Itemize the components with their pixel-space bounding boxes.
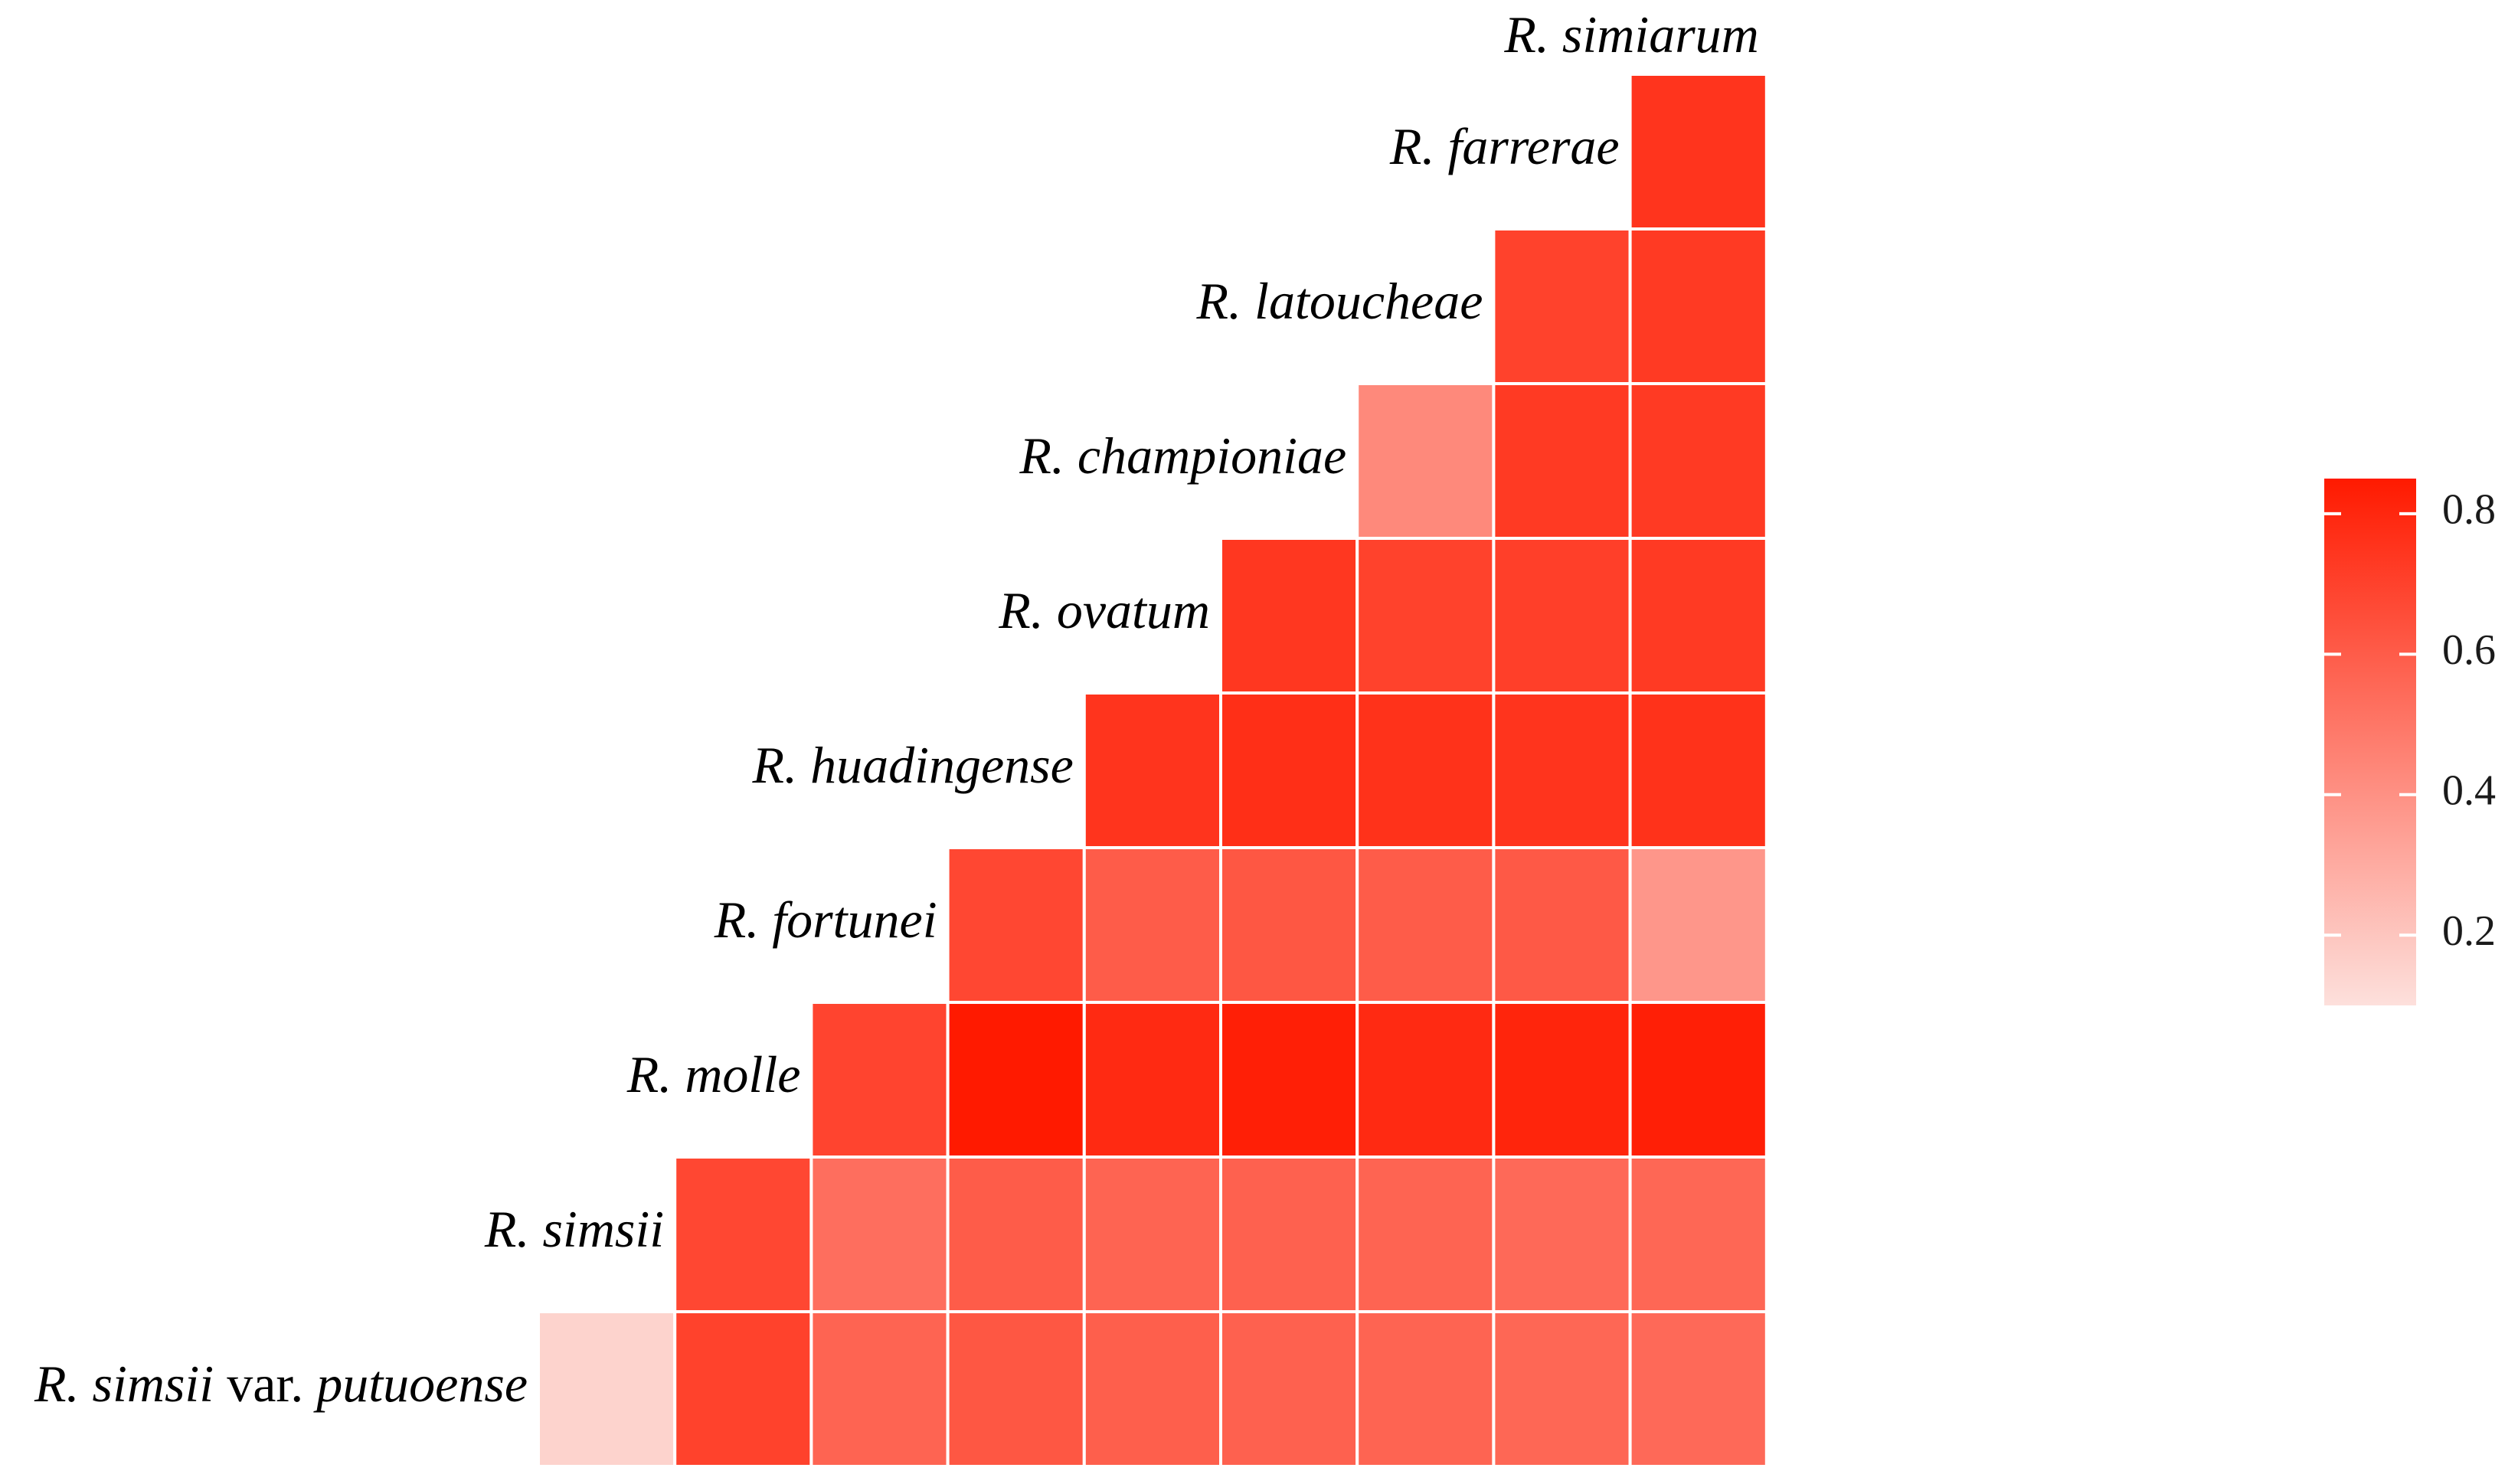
heatmap-cell — [1492, 691, 1632, 849]
heatmap-cell — [1628, 382, 1768, 540]
heatmap-cells — [537, 73, 1768, 1468]
heatmap-cell — [1628, 1155, 1768, 1313]
heatmap-cell — [1219, 691, 1359, 849]
species-label: R. latoucheae — [1196, 272, 1483, 330]
heatmap-cell — [1082, 1155, 1223, 1313]
heatmap-cell — [1492, 1155, 1632, 1313]
heatmap-cell — [1628, 227, 1768, 385]
heatmap-cell — [809, 1001, 950, 1159]
legend-tick-label: 0.4 — [2442, 767, 2496, 815]
heatmap-cell — [946, 846, 1086, 1004]
heatmap-cell — [1492, 537, 1632, 695]
legend-tick-label: 0.8 — [2442, 486, 2496, 534]
heatmap-cell — [1492, 227, 1632, 385]
legend-tick-label: 0.6 — [2442, 626, 2496, 674]
heatmap-cell — [1082, 846, 1223, 1004]
heatmap-cell — [1492, 1001, 1632, 1159]
heatmap-cell — [1492, 846, 1632, 1004]
heatmap-cell — [1219, 1001, 1359, 1159]
heatmap-cell — [809, 1155, 950, 1313]
heatmap-cell — [673, 1310, 813, 1468]
legend-color-bar — [2324, 479, 2416, 1005]
heatmap-cell — [1082, 1310, 1223, 1468]
heatmap-cell — [1355, 1155, 1496, 1313]
heatmap-cell — [537, 1310, 677, 1468]
species-label: R. huadingense — [752, 736, 1074, 794]
heatmap-cell — [946, 1001, 1086, 1159]
heatmap-cell — [1628, 1310, 1768, 1468]
species-labels: R. simsii var. putuoense R. simsii R. moll… — [34, 5, 1759, 1413]
heatmap-cell — [1628, 537, 1768, 695]
heatmap-cell — [1082, 1001, 1223, 1159]
heatmap-cell — [1082, 691, 1223, 849]
legend-tick-label: 0.2 — [2442, 907, 2496, 955]
heatmap-cell — [1355, 537, 1496, 695]
heatmap-cell — [1219, 846, 1359, 1004]
color-legend: 0.2 0.4 0.6 0.8 — [2324, 479, 2496, 1005]
heatmap-cell — [809, 1310, 950, 1468]
species-label: R. molle — [626, 1045, 801, 1103]
legend-ticks: 0.2 0.4 0.6 0.8 — [2324, 486, 2496, 955]
heatmap-cell — [1492, 1310, 1632, 1468]
heatmap-cell — [1219, 537, 1359, 695]
heatmap-cell — [1355, 1310, 1496, 1468]
species-label: R. ovatum — [998, 581, 1210, 639]
species-label: R. fortunei — [714, 891, 937, 949]
heatmap-cell — [1628, 846, 1768, 1004]
heatmap-cell — [1628, 691, 1768, 849]
heatmap-cell — [1219, 1310, 1359, 1468]
heatmap-cell — [946, 1155, 1086, 1313]
heatmap-cell — [1492, 382, 1632, 540]
species-label: R. championiae — [1019, 427, 1346, 485]
species-label: R. farrerae — [1389, 117, 1620, 175]
heatmap-cell — [946, 1310, 1086, 1468]
heatmap-cell — [1355, 382, 1496, 540]
heatmap-cell — [673, 1155, 813, 1313]
heatmap-cell — [1355, 691, 1496, 849]
heatmap-cell — [1628, 1001, 1768, 1159]
heatmap-cell — [1219, 1155, 1359, 1313]
heatmap-cell — [1355, 846, 1496, 1004]
heatmap-cell — [1628, 73, 1768, 230]
species-label: R. simiarum — [1503, 5, 1758, 64]
species-label: R. simsii — [484, 1200, 664, 1258]
species-label: R. simsii var. putuoense — [34, 1355, 528, 1413]
heatmap-cell — [1355, 1001, 1496, 1159]
